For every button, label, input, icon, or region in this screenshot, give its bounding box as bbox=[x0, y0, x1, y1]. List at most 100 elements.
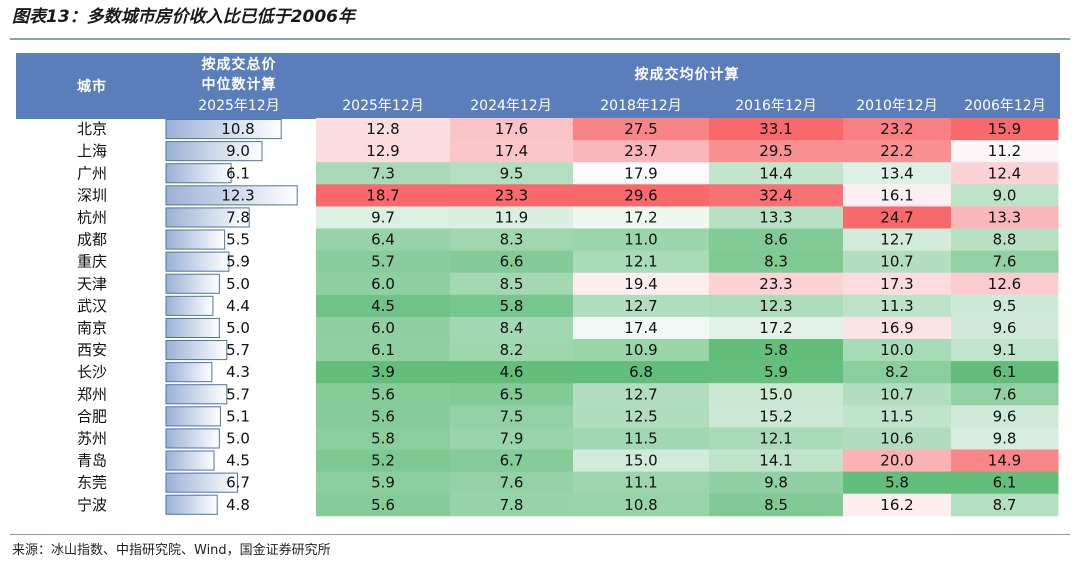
heat-cell bbox=[951, 294, 1059, 318]
heat-cell bbox=[951, 405, 1059, 428]
heat-cell bbox=[843, 427, 952, 450]
heat-cell bbox=[951, 206, 1059, 229]
median-bar bbox=[165, 295, 214, 316]
median-bar bbox=[165, 450, 215, 471]
city-label: 合肥 bbox=[77, 407, 107, 425]
median-value: 5.7 bbox=[226, 341, 250, 359]
heat-value: 12.3 bbox=[759, 297, 792, 315]
heat-value: 7.6 bbox=[500, 474, 524, 492]
median-value: 5.0 bbox=[226, 429, 250, 447]
heat-value: 6.4 bbox=[371, 231, 395, 249]
heat-cell bbox=[843, 316, 952, 340]
heat-cell bbox=[316, 206, 451, 229]
heat-value: 9.7 bbox=[371, 208, 395, 226]
heat-value: 10.7 bbox=[880, 385, 913, 403]
heat-value: 11.2 bbox=[988, 142, 1021, 160]
median-bar bbox=[165, 472, 238, 493]
heat-value: 5.8 bbox=[885, 474, 909, 492]
heat-value: 8.5 bbox=[500, 275, 524, 293]
median-bar bbox=[165, 428, 220, 449]
heat-cell bbox=[450, 361, 574, 384]
heat-value: 29.5 bbox=[759, 142, 792, 160]
header-period-6: 2006年12月 bbox=[964, 98, 1045, 114]
median-value: 4.3 bbox=[226, 363, 250, 381]
heat-cell bbox=[843, 272, 952, 296]
heat-cell bbox=[709, 339, 844, 362]
header-median-line2: 中位数计算 bbox=[202, 76, 277, 93]
heat-cell bbox=[573, 427, 710, 450]
heat-value: 12.5 bbox=[624, 407, 657, 425]
heat-cell bbox=[450, 449, 574, 473]
heat-value: 7.6 bbox=[993, 253, 1017, 271]
heat-cell bbox=[709, 471, 844, 495]
median-value: 5.0 bbox=[226, 275, 250, 293]
heat-value: 9.1 bbox=[993, 341, 1017, 359]
heat-cell bbox=[316, 493, 451, 517]
heat-value: 11.1 bbox=[624, 474, 657, 492]
heat-cell bbox=[316, 427, 451, 450]
heat-cell bbox=[573, 250, 710, 274]
median-value: 6.7 bbox=[226, 474, 250, 492]
header-period-5: 2010年12月 bbox=[856, 98, 937, 114]
heat-cell bbox=[573, 471, 710, 495]
heat-cell bbox=[450, 250, 574, 274]
median-bar bbox=[165, 340, 228, 361]
city-label: 长沙 bbox=[77, 363, 107, 381]
heat-value: 23.3 bbox=[495, 186, 528, 204]
heat-value: 5.2 bbox=[371, 452, 395, 470]
median-value: 12.3 bbox=[221, 186, 254, 204]
heat-value: 8.3 bbox=[500, 231, 524, 249]
heat-cell bbox=[709, 118, 844, 141]
heat-value: 8.3 bbox=[764, 253, 788, 271]
heat-cell bbox=[573, 383, 710, 406]
city-label: 天津 bbox=[77, 275, 107, 293]
city-label: 南京 bbox=[77, 319, 107, 337]
heat-cell bbox=[450, 405, 574, 428]
heat-value: 5.6 bbox=[371, 385, 395, 403]
heat-value: 12.1 bbox=[624, 253, 657, 271]
heat-cell bbox=[450, 427, 574, 450]
heat-value: 5.7 bbox=[371, 253, 395, 271]
city-label: 苏州 bbox=[77, 429, 107, 447]
median-value: 5.5 bbox=[226, 231, 250, 249]
table-body: 北京 10.8 12.8 17.6 27.5 33.1 23.2 15.9 上海 9.0 12.9 1… bbox=[77, 118, 1059, 517]
heat-value: 10.0 bbox=[880, 341, 913, 359]
heat-value: 9.8 bbox=[993, 429, 1017, 447]
median-bar bbox=[165, 207, 250, 228]
heat-cell bbox=[450, 383, 574, 406]
heat-value: 5.9 bbox=[371, 474, 395, 492]
heat-value: 13.3 bbox=[759, 208, 792, 226]
heat-value: 12.7 bbox=[880, 231, 913, 249]
heat-cell bbox=[843, 118, 952, 141]
heat-value: 17.9 bbox=[624, 164, 657, 182]
heat-value: 10.6 bbox=[880, 429, 913, 447]
heat-cell bbox=[316, 316, 451, 340]
heat-cell bbox=[316, 272, 451, 296]
heat-cell bbox=[843, 250, 952, 274]
heat-value: 7.6 bbox=[993, 385, 1017, 403]
heat-cell bbox=[709, 140, 844, 163]
heat-value: 7.9 bbox=[500, 429, 524, 447]
heat-cell bbox=[709, 250, 844, 274]
heat-value: 5.8 bbox=[371, 429, 395, 447]
heat-value: 13.3 bbox=[988, 208, 1021, 226]
heat-cell bbox=[316, 140, 451, 163]
heat-value: 11.9 bbox=[495, 208, 528, 226]
heat-value: 11.5 bbox=[880, 407, 913, 425]
heat-value: 5.8 bbox=[500, 297, 524, 315]
heat-value: 22.2 bbox=[880, 142, 913, 160]
heat-cell bbox=[316, 228, 451, 252]
table-header-background bbox=[16, 53, 1060, 119]
median-bar bbox=[165, 229, 226, 250]
heat-cell bbox=[843, 140, 952, 163]
heat-value: 11.5 bbox=[624, 429, 657, 447]
heat-cell bbox=[450, 339, 574, 362]
heat-cell bbox=[316, 118, 451, 141]
header-median-line3: 2025年12月 bbox=[198, 98, 279, 114]
median-value: 6.1 bbox=[226, 164, 250, 182]
median-bar bbox=[165, 362, 213, 383]
heat-cell bbox=[450, 162, 574, 185]
median-bar bbox=[165, 494, 218, 515]
heat-value: 12.6 bbox=[988, 275, 1021, 293]
